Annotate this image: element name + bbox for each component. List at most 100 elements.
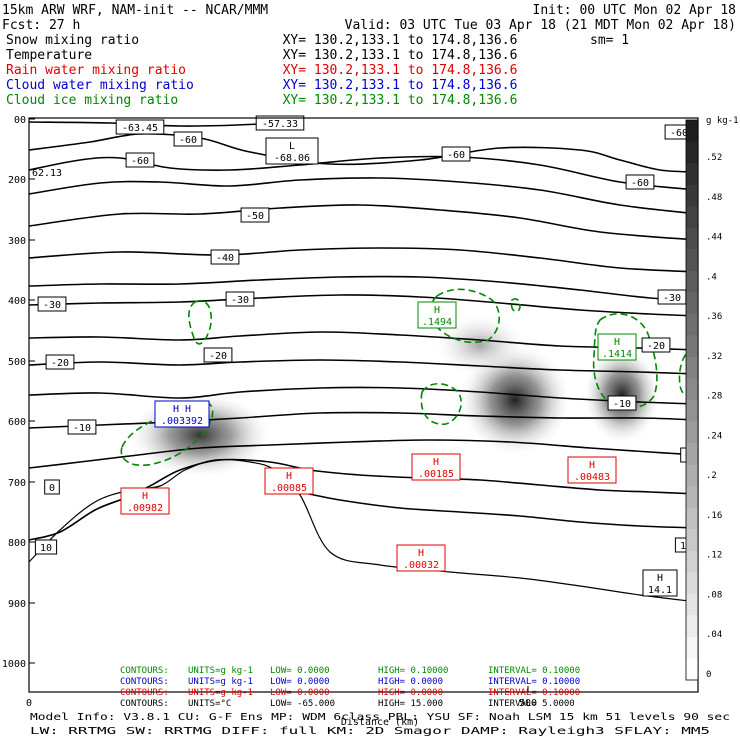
svg-text:INTERVAL= 5.0000: INTERVAL= 5.0000 <box>488 699 575 709</box>
temperature-contour-label: -63.45 <box>115 119 165 135</box>
colorbar-tick-label: 0 <box>706 670 711 680</box>
model-info-line1: Model Info: V3.8.1 CU: G-F Ens MP: WDM 6… <box>30 712 730 723</box>
svg-text:-20: -20 <box>51 358 69 369</box>
svg-text:CONTOURS:: CONTOURS: <box>120 699 169 709</box>
colorbar-tick-label: .28 <box>706 392 722 402</box>
temperature-isotherm <box>29 247 698 273</box>
extremum-label: 62.13 <box>32 168 62 179</box>
svg-text:LOW= 0.0000: LOW= 0.0000 <box>270 688 330 698</box>
temperature-contour-label: -20 <box>203 347 233 363</box>
pressure-tick-label: 700 <box>8 478 26 489</box>
colorbar-segment <box>686 292 698 315</box>
header: 15km ARW WRF, NAM-init -- NCAR/MMM Init:… <box>2 3 736 108</box>
colorbar-tick-label: .24 <box>706 431 722 441</box>
field-xy: XY= 130.2,133.1 to 174.8,136.6 <box>283 33 518 48</box>
extremum-label: H.00982 <box>120 487 170 515</box>
svg-text:-50: -50 <box>246 211 264 222</box>
svg-text:UNITS=°C: UNITS=°C <box>188 699 231 709</box>
svg-text:H: H <box>657 573 663 584</box>
svg-text:-60: -60 <box>631 178 649 189</box>
temperature-contour-label: -57.33 <box>255 115 305 131</box>
svg-text:-68.06: -68.06 <box>274 153 310 164</box>
svg-text:H: H <box>433 457 439 468</box>
temperature-isotherm <box>29 331 698 351</box>
colorbar-frame <box>685 119 699 681</box>
extremum-label: H14.1 <box>642 569 678 597</box>
colorbar-unit: g kg-1 <box>706 116 739 126</box>
cloud-ice-isoline <box>510 298 521 313</box>
svg-text:LOW= -65.000: LOW= -65.000 <box>270 699 335 709</box>
distance-tick-label: 0 <box>26 698 32 709</box>
svg-text:H: H <box>589 460 595 471</box>
svg-text:INTERVAL= 0.10000: INTERVAL= 0.10000 <box>488 688 580 698</box>
colorbar-tick-label: .48 <box>706 193 722 203</box>
contour-info-row: CONTOURS: UNITS=g kg-1 LOW= 0.0000 HIGH= 0.… <box>120 666 580 676</box>
colorbar-tick-label: .04 <box>706 630 722 640</box>
pressure-tick-label: 600 <box>8 417 26 428</box>
init-time: Init: 00 UTC Mon 02 Apr 18 <box>533 3 737 18</box>
temperature-isotherm <box>29 294 698 317</box>
pressure-axis: 00 200 300 400 500 600 700 800 900 1000 <box>2 115 35 670</box>
field-list: Snow mixing ratio XY= 130.2,133.1 to 174.… <box>6 33 629 108</box>
svg-text:.00982: .00982 <box>127 503 163 514</box>
field-xy: XY= 130.2,133.1 to 174.8,136.6 <box>283 78 518 93</box>
field-name: Snow mixing ratio <box>6 33 139 48</box>
field-xy: XY= 130.2,133.1 to 174.8,136.6 <box>283 93 518 108</box>
field-name: Cloud ice mixing ratio <box>6 93 178 108</box>
distance-tick-label: 500 <box>519 698 537 709</box>
svg-text:CONTOURS:: CONTOURS: <box>120 666 169 676</box>
colorbar-segment <box>686 658 698 681</box>
temperature-isotherm <box>299 491 698 529</box>
colorbar-tick-label: .08 <box>706 591 722 601</box>
colorbar-segment <box>686 270 698 293</box>
colorbar-tick-label: .2 <box>706 471 717 481</box>
temperature-isotherm <box>29 458 698 541</box>
svg-text:H: H <box>418 548 424 559</box>
svg-text:INTERVAL= 0.10000: INTERVAL= 0.10000 <box>488 666 580 676</box>
temperature-contour-label: 0 <box>44 479 60 495</box>
svg-text:-40: -40 <box>216 253 234 264</box>
colorbar-segment <box>686 464 698 487</box>
field-smoothing: sm= 1 <box>590 33 629 48</box>
plot-area: -63.45 -57.33 -60 -60 -60 -60 -60 -50 -40 -30 -30 -… <box>2 115 699 709</box>
temperature-contour-label: -20 <box>45 354 75 370</box>
snow-cell-central-upper <box>435 315 525 375</box>
temperature-isotherm <box>29 275 698 301</box>
svg-text:LOW= 0.0000: LOW= 0.0000 <box>270 677 330 687</box>
svg-text:.00032: .00032 <box>403 560 439 571</box>
svg-text:HIGH= 0.0000: HIGH= 0.0000 <box>378 677 443 687</box>
svg-text:-20: -20 <box>209 351 227 362</box>
svg-text:UNITS=g kg-1: UNITS=g kg-1 <box>188 666 253 676</box>
field-xy: XY= 130.2,133.1 to 174.8,136.6 <box>283 48 518 63</box>
footer: Model Info: V3.8.1 CU: G-F Ens MP: WDM 6… <box>30 712 730 737</box>
colorbar-tick-label: .32 <box>706 352 722 362</box>
svg-text:-57.33: -57.33 <box>262 119 298 130</box>
svg-text:-20: -20 <box>647 341 665 352</box>
temperature-contour-label: -30 <box>657 289 687 305</box>
svg-text:CONTOURS:: CONTOURS: <box>120 688 169 698</box>
extremum-label: H.00032 <box>396 544 446 572</box>
svg-text:.00483: .00483 <box>574 472 610 483</box>
colorbar-segment <box>686 572 698 595</box>
colorbar-segment <box>686 443 698 466</box>
model-title: 15km ARW WRF, NAM-init -- NCAR/MMM <box>2 3 268 18</box>
svg-text:0: 0 <box>49 483 55 494</box>
contour-info-row: CONTOURS: UNITS=g kg-1 LOW= 0.0000 HIGH= 0.… <box>120 677 580 687</box>
svg-text:HIGH= 0.0000: HIGH= 0.0000 <box>378 688 443 698</box>
extremum-label: H.1414 <box>597 333 637 361</box>
field-name: Rain water mixing ratio <box>6 63 186 78</box>
colorbar-tick-label: .12 <box>706 551 722 561</box>
temperature-contour-label: -60 <box>441 146 471 162</box>
svg-text:CONTOURS:: CONTOURS: <box>120 677 169 687</box>
svg-text:14.1: 14.1 <box>648 585 672 596</box>
colorbar-segment <box>686 378 698 401</box>
colorbar-segment <box>686 141 698 164</box>
colorbar: g kg-1 .52 .48 .44 .4 .36 .32 .28 .24 .2 .16 .12 .0… <box>685 116 739 681</box>
forecast-hour: Fcst: 27 h <box>2 18 80 33</box>
pressure-tick-label: 300 <box>8 236 26 247</box>
pressure-tick-label: 00 <box>14 115 26 126</box>
extrema-labels: L-68.06H14.162.13H.00982H.00085H.00185H.… <box>32 137 678 597</box>
temperature-contour-label: -60 <box>625 174 655 190</box>
colorbar-segment <box>686 249 698 272</box>
